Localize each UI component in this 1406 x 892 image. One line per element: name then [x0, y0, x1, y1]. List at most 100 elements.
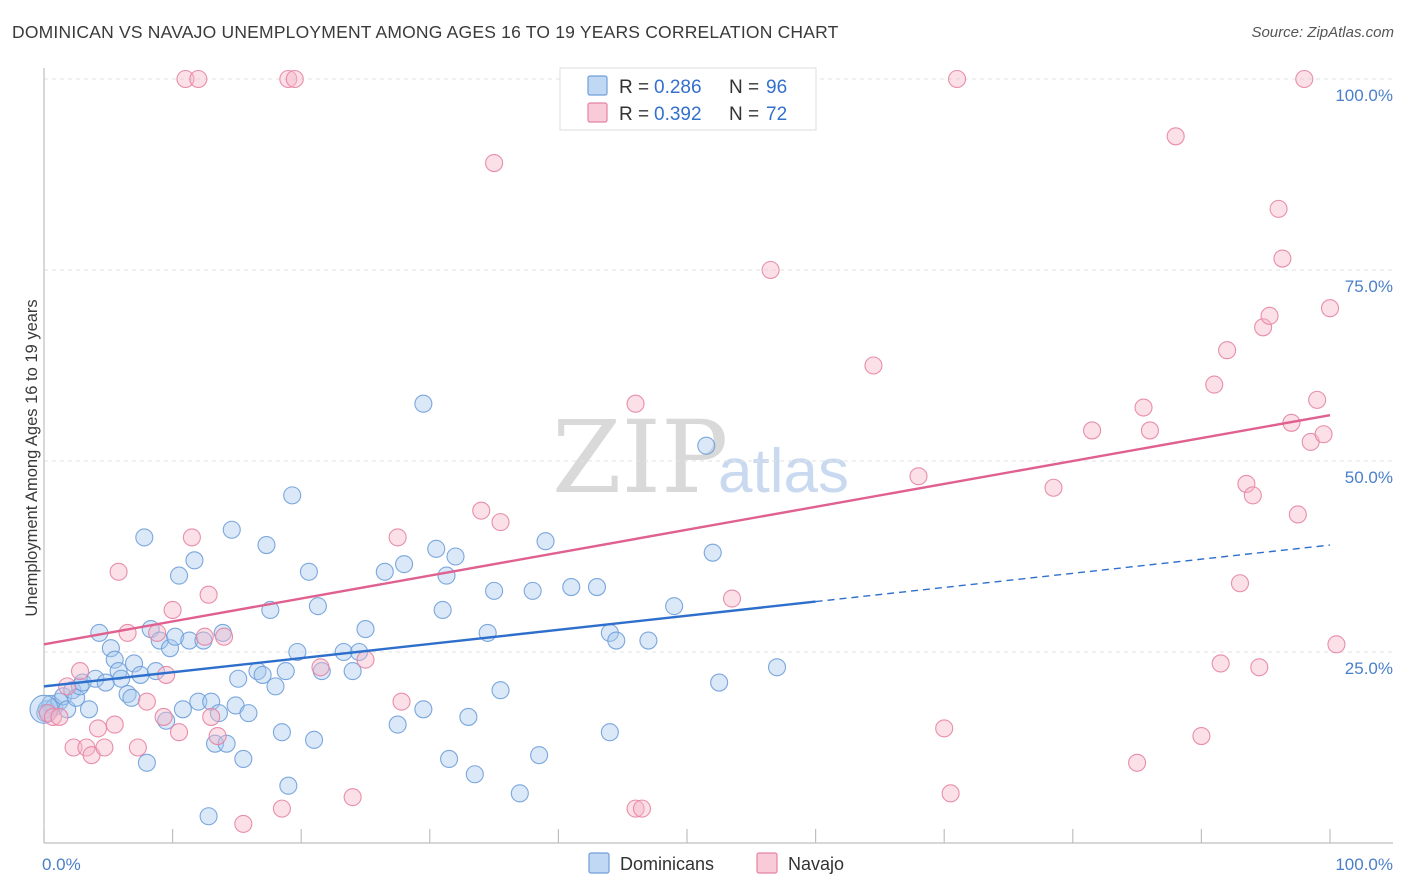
- point-navajo: [285, 69, 304, 89]
- point-navajo: [941, 784, 960, 803]
- point-navajo: [392, 692, 411, 711]
- x-tick-label: 100.0%: [1335, 855, 1393, 874]
- point-navajo: [157, 665, 176, 684]
- point-navajo: [1308, 390, 1327, 409]
- point-navajo: [1250, 658, 1269, 677]
- point-dominicans: [767, 658, 787, 677]
- point-navajo: [189, 69, 208, 89]
- point-navajo: [864, 356, 883, 375]
- point-navajo: [1254, 318, 1273, 337]
- point-navajo: [50, 707, 69, 726]
- watermark-atlas: atlas: [718, 437, 849, 506]
- point-navajo: [491, 513, 510, 532]
- point-dominicans: [276, 662, 295, 681]
- bottom-legend: Dominicans Navajo: [588, 852, 844, 874]
- point-dominicans: [388, 715, 407, 734]
- point-navajo: [1134, 398, 1153, 417]
- point-dominicans: [437, 566, 456, 585]
- point-dominicans: [160, 639, 180, 658]
- point-dominicans: [272, 723, 291, 742]
- point-navajo: [343, 788, 362, 807]
- point-navajo: [199, 585, 218, 604]
- point-dominicans: [607, 631, 626, 650]
- point-dominicans: [710, 673, 729, 692]
- chart-title: DOMINICAN VS NAVAJO UNEMPLOYMENT AMONG A…: [12, 22, 839, 42]
- point-navajo: [1128, 753, 1147, 772]
- point-dominicans: [283, 486, 302, 505]
- watermark-zip: ZIP: [552, 399, 728, 516]
- bottom-legend-swatch-navajo: [756, 852, 778, 874]
- point-dominicans: [356, 620, 375, 639]
- point-dominicans: [459, 707, 478, 726]
- point-dominicans: [253, 665, 272, 684]
- point-navajo: [128, 738, 147, 757]
- axes: [43, 68, 1393, 844]
- point-navajo: [1288, 505, 1307, 524]
- point-navajo: [1166, 127, 1185, 146]
- point-dominicans: [697, 436, 716, 455]
- point-navajo: [632, 799, 652, 818]
- point-dominicans: [587, 578, 607, 597]
- point-navajo: [1140, 421, 1160, 440]
- point-navajo: [137, 692, 156, 711]
- point-navajo: [64, 738, 83, 757]
- y-tick-labels: 25.0% 50.0% 75.0% 100.0%: [1335, 86, 1393, 678]
- point-navajo: [118, 623, 137, 642]
- point-navajo: [95, 738, 114, 757]
- point-navajo: [195, 627, 214, 646]
- point-navajo: [169, 723, 189, 742]
- point-navajo: [1273, 249, 1292, 268]
- point-navajo: [626, 799, 645, 818]
- point-dominicans: [446, 547, 465, 566]
- point-navajo: [272, 799, 291, 818]
- point-dominicans: [279, 776, 298, 795]
- point-dominicans: [414, 700, 433, 719]
- point-navajo: [70, 662, 90, 681]
- point-dominicans: [703, 543, 722, 562]
- point-dominicans: [343, 662, 362, 681]
- legend-n-label-dominicans: N =: [729, 77, 759, 98]
- point-navajo: [388, 528, 407, 547]
- point-dominicans: [639, 631, 658, 650]
- point-dominicans: [308, 597, 327, 616]
- legend-r-value-dominicans: 0.286: [654, 77, 702, 98]
- point-navajo: [214, 627, 234, 646]
- legend-r-label-dominicans: R =: [619, 77, 649, 98]
- point-navajo: [1192, 726, 1211, 746]
- point-navajo: [1044, 478, 1063, 497]
- y-tick-label: 50.0%: [1345, 468, 1393, 487]
- point-dominicans: [414, 394, 433, 413]
- point-dominicans: [536, 532, 555, 551]
- point-navajo: [148, 623, 167, 642]
- point-dominicans: [266, 677, 285, 696]
- point-navajo: [485, 153, 504, 173]
- point-navajo: [176, 69, 195, 89]
- x-tick-label: 0.0%: [42, 855, 81, 874]
- trendline-dominicans: [43, 600, 816, 688]
- series-navajo: [38, 69, 1346, 833]
- bottom-legend-label-dominicans: Dominicans: [620, 854, 714, 874]
- point-dominicans: [288, 642, 307, 662]
- point-navajo: [1230, 574, 1250, 593]
- point-dominicans: [124, 654, 144, 673]
- point-dominicans: [189, 692, 208, 711]
- point-dominicans: [427, 539, 446, 558]
- point-navajo: [1237, 474, 1256, 493]
- y-tick-label: 75.0%: [1345, 277, 1393, 296]
- point-navajo: [88, 719, 108, 738]
- point-dominicans: [234, 749, 253, 769]
- point-dominicans: [166, 627, 185, 646]
- point-navajo: [761, 260, 780, 280]
- point-dominicans: [122, 688, 141, 707]
- source-credit: Source: ZipAtlas.com: [1251, 24, 1394, 41]
- point-dominicans: [510, 784, 529, 803]
- point-navajo: [202, 707, 221, 726]
- legend-n-label-navajo: N =: [729, 104, 759, 125]
- point-dominicans: [465, 765, 484, 784]
- point-dominicans: [199, 807, 218, 826]
- y-tick-label: 100.0%: [1335, 86, 1393, 105]
- point-navajo: [722, 589, 742, 608]
- point-dominicans: [79, 700, 99, 719]
- legend: R = 0.286 N = 96 R = 0.392 N = 72: [559, 67, 817, 131]
